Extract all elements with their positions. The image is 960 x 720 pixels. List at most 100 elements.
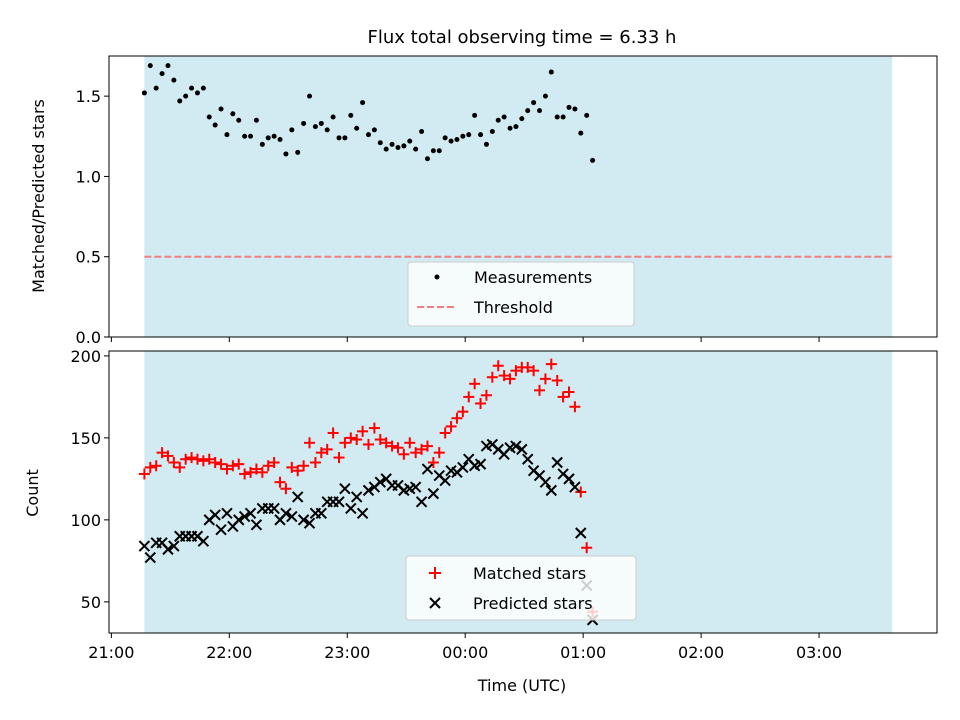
predicted-star-point (362, 484, 375, 497)
matched-star-point (274, 476, 286, 488)
predicted-star-point (516, 443, 528, 456)
measurement-point (253, 117, 259, 123)
measurement-point (460, 133, 466, 139)
measurement-point (348, 112, 354, 118)
measurement-point (466, 132, 472, 138)
matched-star-point (168, 456, 180, 468)
measurement-point (159, 71, 165, 77)
measurement-point (525, 108, 531, 114)
measurement-point (194, 90, 200, 96)
matched-star-point (351, 434, 363, 446)
ratio-ytick-tick-label: 0.5 (76, 248, 101, 267)
matched-star-point (368, 422, 380, 434)
count-xtick-label: 22:00 (206, 643, 252, 662)
measurement-point (454, 136, 460, 142)
matched-star-point (286, 461, 298, 473)
matched-star-point (492, 360, 504, 372)
predicted-star-point (303, 517, 316, 529)
matched-star-point (321, 443, 333, 455)
panel-ratio: 0.0 0.5 1.0 1.5 Matched/Predicted stars Mea… (29, 55, 938, 347)
predicted-star-point (162, 543, 174, 556)
matched-star-point (156, 447, 168, 459)
measurement-point (448, 138, 454, 144)
measurement-point (360, 100, 366, 106)
matched-star-point (304, 437, 316, 449)
legend-matched-marker (429, 567, 441, 579)
predicted-star-point (409, 481, 422, 493)
matched-star-point (427, 456, 439, 468)
matched-star-point (203, 453, 215, 465)
matched-star-point (421, 440, 433, 452)
measurement-point (395, 145, 401, 151)
matched-star-point (433, 447, 445, 459)
measurement-point (218, 106, 224, 112)
predicted-star-point (244, 507, 257, 520)
measurement-point (200, 85, 206, 91)
measurement-point (147, 63, 153, 69)
measurement-point (153, 85, 159, 91)
matched-star-point (209, 456, 221, 468)
legend-matched-label: Matched stars (473, 564, 586, 583)
matched-star-point (150, 460, 162, 472)
measurement-point (289, 127, 295, 133)
measurement-point (413, 146, 419, 152)
matched-star-point (392, 442, 404, 454)
measurement-point (507, 125, 513, 131)
measurement-point (401, 143, 407, 149)
ratio-ylabel: Matched/Predicted stars (29, 99, 48, 293)
measurement-point (407, 138, 413, 144)
measurement-point (312, 124, 318, 130)
legend-measurement-marker (434, 274, 440, 280)
measurement-point (419, 128, 425, 134)
count-ytick-tick-label: 50 (81, 593, 101, 612)
measurement-point (478, 132, 484, 138)
matched-star-point (475, 397, 487, 409)
measurement-point (501, 114, 507, 120)
measurement-point (383, 146, 389, 152)
matched-star-point (362, 438, 374, 450)
measurement-point (318, 120, 324, 126)
measurement-point (537, 108, 543, 114)
predicted-star-point (238, 510, 251, 523)
matched-star-point (457, 406, 469, 418)
measurement-point (171, 77, 177, 83)
predicted-star-point (339, 483, 351, 495)
matched-star-point (581, 542, 593, 554)
matched-star-point (298, 460, 310, 472)
matched-star-point (551, 375, 563, 387)
ratio-xticks (110, 337, 820, 342)
matched-star-point (463, 391, 475, 403)
ratio-ytick-tick-label: 0.0 (76, 328, 101, 347)
predicted-star-point (197, 535, 210, 547)
predicted-star-point (474, 458, 487, 470)
matched-star-point (215, 458, 227, 470)
measurement-point (442, 135, 448, 141)
predicted-star-point (250, 519, 263, 531)
predicted-star-point (575, 527, 587, 539)
matched-star-point (227, 460, 239, 472)
measurement-point (295, 149, 301, 155)
measurement-point (436, 148, 442, 154)
predicted-star-point (280, 507, 292, 520)
measurement-point (224, 132, 230, 138)
predicted-star-point (545, 484, 558, 497)
count-ytick-tick-label: 100 (70, 511, 101, 530)
matched-star-point (539, 373, 551, 385)
predicted-star-point (233, 514, 245, 526)
measurement-point (271, 133, 277, 139)
measurement-point (354, 125, 360, 131)
measurement-point (377, 140, 383, 146)
measurement-point (560, 114, 566, 120)
matched-star-point (469, 378, 481, 390)
matched-star-point (504, 373, 516, 385)
ratio-ytick-tick-label: 1.5 (76, 87, 101, 106)
count-xticks: 21:00 22:00 23:00 00:00 01:00 02:00 03:00 (88, 633, 842, 662)
legend-predicted-marker (429, 597, 441, 609)
matched-star-point (439, 427, 451, 439)
matched-star-point (333, 452, 345, 464)
measurement-point (578, 130, 584, 136)
count-ylabel: Count (23, 469, 42, 517)
count-xtick-label: 01:00 (560, 643, 606, 662)
predicted-star-point (421, 463, 434, 475)
measurement-point (277, 136, 283, 142)
